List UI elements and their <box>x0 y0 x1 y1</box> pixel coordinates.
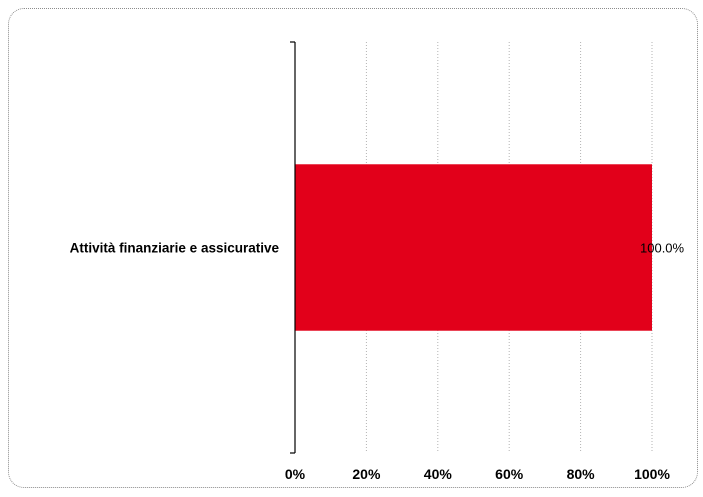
category-label-0: Attività finanziarie e assicurative <box>70 241 280 256</box>
data-label-0: 100.0% <box>640 241 685 256</box>
category-labels: Attività finanziarie e assicurative <box>70 241 280 256</box>
chart-frame <box>8 8 698 488</box>
x-tick-label-60: 60% <box>495 466 524 482</box>
x-tick-label-20: 20% <box>352 466 381 482</box>
x-tick-label-100: 100% <box>634 466 670 482</box>
x-tick-label-0: 0% <box>285 466 306 482</box>
x-tick-label-80: 80% <box>567 466 596 482</box>
bar-0 <box>295 164 652 331</box>
gridlines <box>365 42 653 453</box>
bars <box>295 164 652 331</box>
x-tick-label-40: 40% <box>424 466 453 482</box>
data-labels: 100.0% <box>640 241 685 256</box>
x-tick-labels: 0% 20% 40% 60% 80% 100% <box>285 466 671 482</box>
axes <box>290 41 296 454</box>
